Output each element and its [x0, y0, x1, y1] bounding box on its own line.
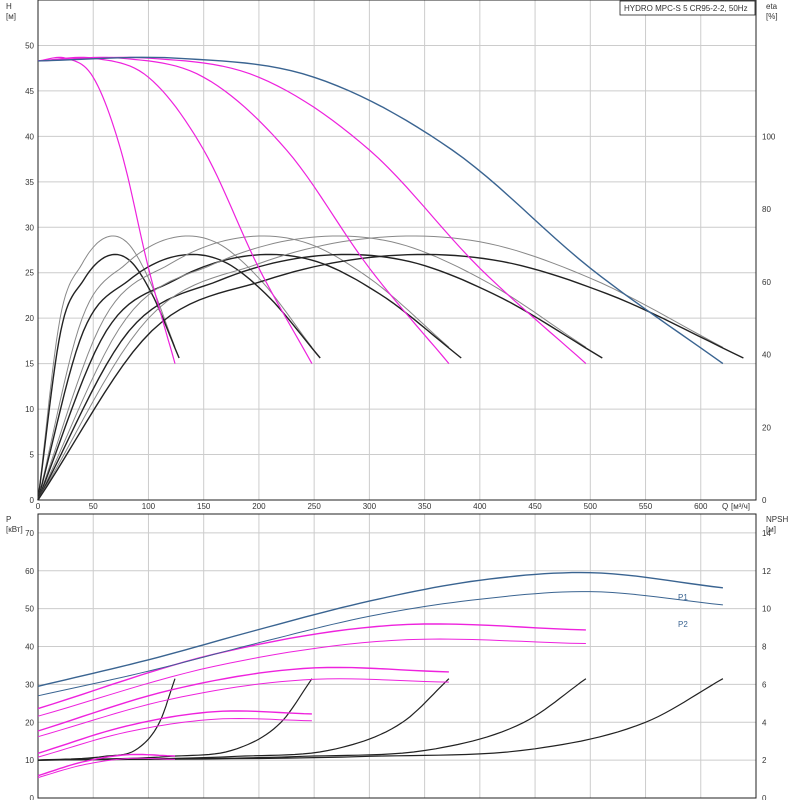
head-curve [37, 56, 587, 365]
head-axis-unit: [м] [6, 12, 16, 21]
head-curve [37, 56, 176, 364]
head-tick-labels: 0 50 100 150 200 250 300 350 400 450 500 550 6000510… [25, 41, 776, 511]
npsh-tick-label: 10 [762, 605, 771, 614]
eta-axis-unit: [%] [766, 12, 778, 21]
head-curve [37, 56, 450, 364]
eta-curve [37, 253, 603, 501]
npsh-tick-label: 6 [762, 680, 767, 689]
power-tick-label: 40 [25, 643, 34, 652]
flow-tick-label: 300 [363, 502, 377, 511]
eta-curve-thin [37, 235, 313, 501]
power-curve-p1 [37, 753, 176, 777]
head-tick-label: 10 [25, 405, 34, 414]
power-curve-p2 [37, 638, 586, 717]
flow-tick-label: 400 [473, 502, 487, 511]
npsh-curve [37, 678, 724, 761]
power-curves [37, 571, 724, 779]
series-label-p1: P1 [678, 593, 688, 602]
eta-tick-label: 80 [762, 205, 771, 214]
power-curve-p2 [37, 717, 312, 758]
eta-curve-thin [37, 235, 450, 501]
eta-curve-thin [37, 235, 724, 501]
power-curve-p1 [37, 710, 312, 754]
head-tick-label: 45 [25, 87, 34, 96]
head-frame [37, 0, 757, 501]
power-curve-p1 [37, 666, 449, 732]
head-tick-label: 0 [30, 496, 35, 505]
eta-tick-label: 100 [762, 132, 776, 141]
flow-tick-label: 500 [584, 502, 598, 511]
eta-tick-label: 0 [762, 496, 767, 505]
power-tick-labels: 0 10 20 30 40 50 60 70 0 2 4 6 8 10 12 14 [25, 529, 771, 800]
power-tick-label: 0 [30, 794, 35, 800]
eta-tick-label: 20 [762, 423, 771, 432]
flow-tick-label: 150 [197, 502, 211, 511]
eta-curve [37, 253, 180, 501]
power-series-p2 [37, 591, 723, 697]
flow-tick-label: 250 [307, 502, 321, 511]
power-curve-p1 [37, 623, 586, 710]
head-tick-label: 30 [25, 223, 34, 232]
series-label-p2: P2 [678, 620, 688, 629]
head-panel: 0 50 100 150 200 250 300 350 400 450 500 550 6000510… [6, 0, 778, 511]
npsh-tick-label: 8 [762, 643, 767, 652]
power-curve-p2 [37, 678, 449, 738]
flow-tick-label: 450 [528, 502, 542, 511]
power-tick-label: 20 [25, 718, 34, 727]
npsh-curve [37, 678, 587, 761]
flow-tick-label: 50 [89, 502, 98, 511]
flow-tick-label: 550 [639, 502, 653, 511]
power-series-p1 [37, 571, 723, 687]
eta-curve [37, 253, 321, 501]
eta-curve-thin [37, 235, 587, 501]
power-tick-label: 70 [25, 529, 34, 538]
head-curve [37, 56, 313, 364]
power-curve-p2 [37, 757, 176, 779]
chart-title-box [619, 0, 756, 16]
flow-axis-unit: [м³/ч] [731, 502, 750, 511]
head-curves [37, 56, 744, 501]
npsh-axis-label: NPSH [766, 515, 788, 524]
chart-title: HYDRO MPC-S 5 CR95-2-2, 50Hz [624, 4, 748, 13]
eta-curve [37, 253, 462, 501]
head-tick-label: 5 [30, 451, 35, 460]
head-tick-label: 40 [25, 132, 34, 141]
head-tick-label: 25 [25, 269, 34, 278]
power-tick-label: 60 [25, 567, 34, 576]
npsh-tick-label: 12 [762, 567, 771, 576]
npsh-curve [37, 678, 450, 761]
head-tick-label: 15 [25, 360, 34, 369]
npsh-tick-label: 14 [762, 529, 771, 538]
power-axis-label: P [6, 515, 11, 524]
flow-tick-label: 0 [36, 502, 41, 511]
head-curve [37, 56, 724, 365]
head-tick-label: 20 [25, 314, 34, 323]
power-frame [37, 513, 757, 799]
flow-axis-label: Q [722, 502, 728, 511]
npsh-axis-unit: [м] [766, 525, 776, 534]
npsh-curve [37, 678, 176, 761]
npsh-tick-label: 0 [762, 794, 767, 800]
power-tick-label: 30 [25, 680, 34, 689]
flow-tick-label: 100 [142, 502, 156, 511]
eta-tick-label: 60 [762, 278, 771, 287]
head-tick-label: 50 [25, 41, 34, 50]
power-tick-label: 50 [25, 605, 34, 614]
power-tick-label: 10 [25, 756, 34, 765]
npsh-tick-label: 4 [762, 718, 767, 727]
eta-axis-label: eta [766, 2, 778, 11]
flow-tick-label: 200 [252, 502, 266, 511]
head-tick-label: 35 [25, 178, 34, 187]
eta-tick-label: 40 [762, 351, 771, 360]
eta-curve-thin [37, 235, 176, 501]
flow-tick-label: 350 [418, 502, 432, 511]
flow-tick-label: 600 [694, 502, 708, 511]
npsh-tick-label: 2 [762, 756, 767, 765]
head-axis-label: H [6, 2, 12, 11]
power-axis-unit: [кВт] [6, 525, 23, 534]
eta-curve [37, 253, 744, 501]
